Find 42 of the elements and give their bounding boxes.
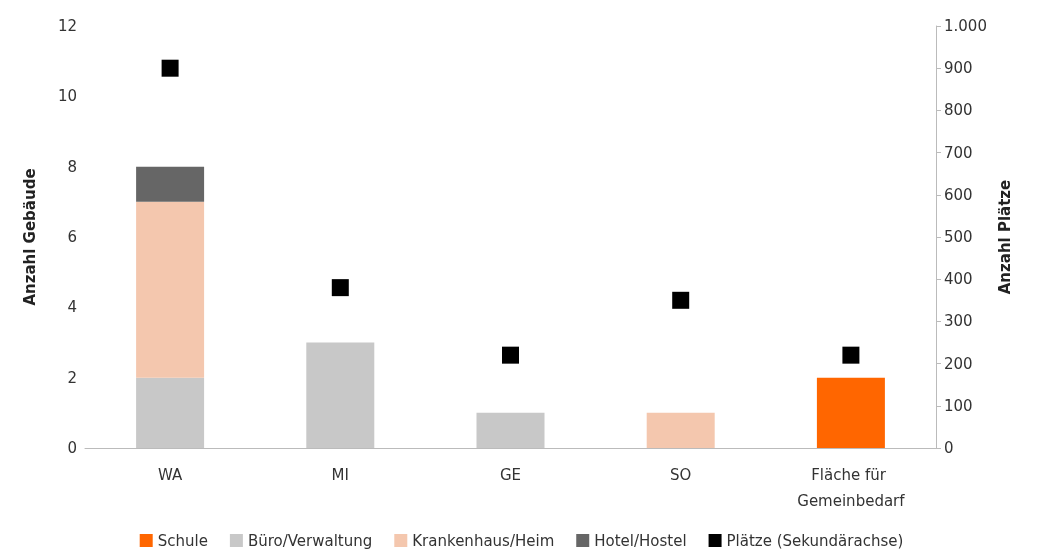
y2-tick-label: 700: [944, 143, 973, 162]
bar: [476, 412, 545, 448]
y-tick-label: 6: [67, 228, 77, 246]
y-tick-label: 8: [67, 157, 77, 176]
y2-tick-label: 1.000: [944, 17, 987, 35]
y2-axis-title: Anzahl Plätze: [996, 179, 1015, 295]
y-tick-label: 12: [57, 17, 77, 35]
bar: [816, 377, 885, 448]
y-axis-title: Anzahl Gebäude: [20, 168, 39, 306]
y2-tick-label: 600: [944, 185, 973, 204]
legend-label: Büro/Verwaltung: [247, 531, 373, 550]
point: [161, 59, 179, 77]
x-tick-label: WA: [157, 466, 183, 484]
y2-tick-label: 500: [944, 228, 973, 246]
bar: [136, 166, 205, 202]
x-tick-label: GE: [499, 466, 522, 484]
y2-tick-label: 300: [944, 312, 973, 331]
bar: [136, 201, 205, 378]
y2-tick-label: 800: [944, 101, 973, 120]
y2-tick-label: 0: [944, 439, 954, 457]
legend-label: Schule: [157, 531, 208, 550]
bar: [646, 412, 715, 448]
point: [331, 279, 349, 297]
bar: [136, 377, 205, 448]
point: [842, 346, 860, 364]
y2-tick-label: 400: [944, 270, 973, 289]
x-tick-label: SO: [670, 466, 692, 484]
y2-tick-label: 200: [944, 354, 973, 373]
point: [672, 291, 690, 309]
y2-tick-label: 900: [944, 59, 973, 78]
x-tick-label: Fläche für Gemeinbedarf: [797, 466, 906, 510]
legend-label: Plätze (Sekundärachse): [726, 531, 904, 550]
legend-label: Hotel/Hostel: [594, 531, 687, 550]
y2-tick-label: 100: [944, 396, 973, 415]
legend-label: Krankenhaus/Heim: [412, 531, 555, 550]
point: [502, 346, 519, 364]
y-tick-label: 0: [67, 439, 77, 457]
y-tick-label: 10: [57, 87, 77, 106]
x-tick-label: MI: [331, 466, 349, 484]
bar: [306, 342, 375, 448]
y-tick-label: 2: [67, 368, 77, 387]
y-tick-label: 4: [67, 298, 77, 317]
